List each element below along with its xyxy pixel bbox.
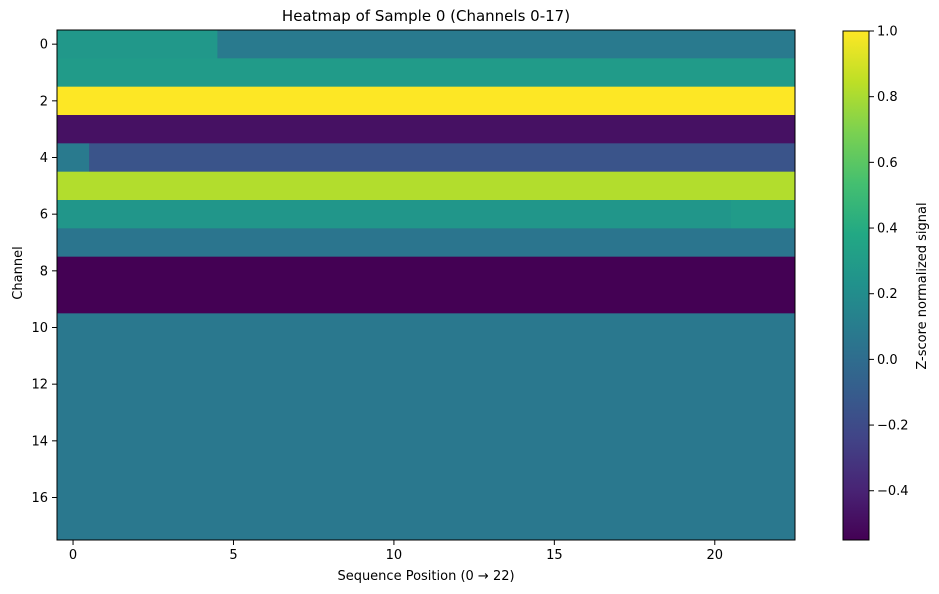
colorbar-tick-label: 0.2 (877, 287, 898, 302)
colorbar-tick-label: −0.2 (877, 419, 909, 434)
y-axis-ticks: 0 2 4 6 8 10 12 14 16 (31, 38, 57, 506)
heatmap-cell-ch0-seg1 (217, 30, 796, 59)
heatmap-cell-ch4-seg0 (57, 143, 90, 173)
y-tick-label: 6 (40, 208, 48, 223)
y-tick-label: 4 (40, 151, 48, 166)
colorbar-tick-label: 0.0 (877, 353, 898, 368)
heatmap-cell-ch9-seg0 (57, 285, 796, 314)
colorbar-tick-label: 0.4 (877, 222, 898, 237)
colorbar-tick-label: 0.6 (877, 156, 898, 171)
heatmap-cell-ch7-seg0 (57, 228, 796, 258)
y-tick-label: 10 (31, 321, 48, 336)
y-tick-label: 12 (31, 378, 48, 393)
x-tick-label: 20 (707, 548, 724, 563)
x-tick-label: 5 (229, 548, 237, 563)
heatmap-cell-ch5-seg0 (57, 171, 796, 201)
heatmap-cell-ch6-seg1 (730, 200, 796, 229)
colorbar-tick-label: 0.8 (877, 90, 898, 105)
y-tick-label: 0 (40, 38, 48, 53)
heatmap-cell-ch12-seg0 (57, 370, 796, 399)
heatmap-cell-ch10-seg0 (57, 313, 796, 343)
heatmap-cell-ch1-seg0 (57, 58, 796, 88)
heatmap-cell-ch3-seg0 (57, 115, 796, 144)
heatmap-cell-ch11-seg0 (57, 341, 796, 371)
y-axis-label: Channel (11, 246, 26, 299)
heatmap-cells (57, 30, 796, 541)
heatmap-cell-ch2-seg0 (57, 86, 796, 116)
y-tick-label: 8 (40, 264, 48, 279)
heatmap-cell-ch4-seg1 (89, 143, 796, 173)
colorbar-ticks: −0.4 −0.2 0.0 0.2 0.4 0.6 0.8 1.0 (869, 25, 909, 499)
x-axis-label: Sequence Position (0 → 22) (337, 569, 514, 584)
colorbar-tick-label: 1.0 (877, 25, 898, 40)
x-tick-label: 0 (69, 548, 77, 563)
plot-frame (56, 29, 796, 541)
x-tick-label: 10 (386, 548, 403, 563)
y-tick-label: 14 (31, 434, 48, 449)
heatmap-cell-ch8-seg0 (57, 256, 796, 286)
colorbar (842, 30, 870, 541)
colorbar-tick-label: −0.4 (877, 484, 909, 499)
heatmap-cell-ch13-seg0 (57, 398, 796, 428)
heatmap-cell-ch6-seg0 (57, 200, 732, 229)
heatmap-cell-ch14-seg0 (57, 426, 796, 456)
heatmap-cell-ch15-seg0 (57, 455, 796, 484)
y-tick-label: 16 (31, 491, 48, 506)
heatmap-cell-ch0-seg0 (57, 30, 218, 59)
x-axis-ticks: 0 5 10 15 20 (69, 540, 723, 563)
colorbar-label: Z-score normalized signal (915, 202, 930, 369)
x-tick-label: 15 (546, 548, 563, 563)
chart-title: Heatmap of Sample 0 (Channels 0-17) (282, 7, 570, 25)
heatmap-cell-ch17-seg0 (57, 511, 796, 541)
y-tick-label: 2 (40, 94, 48, 109)
heatmap-cell-ch16-seg0 (57, 483, 796, 513)
